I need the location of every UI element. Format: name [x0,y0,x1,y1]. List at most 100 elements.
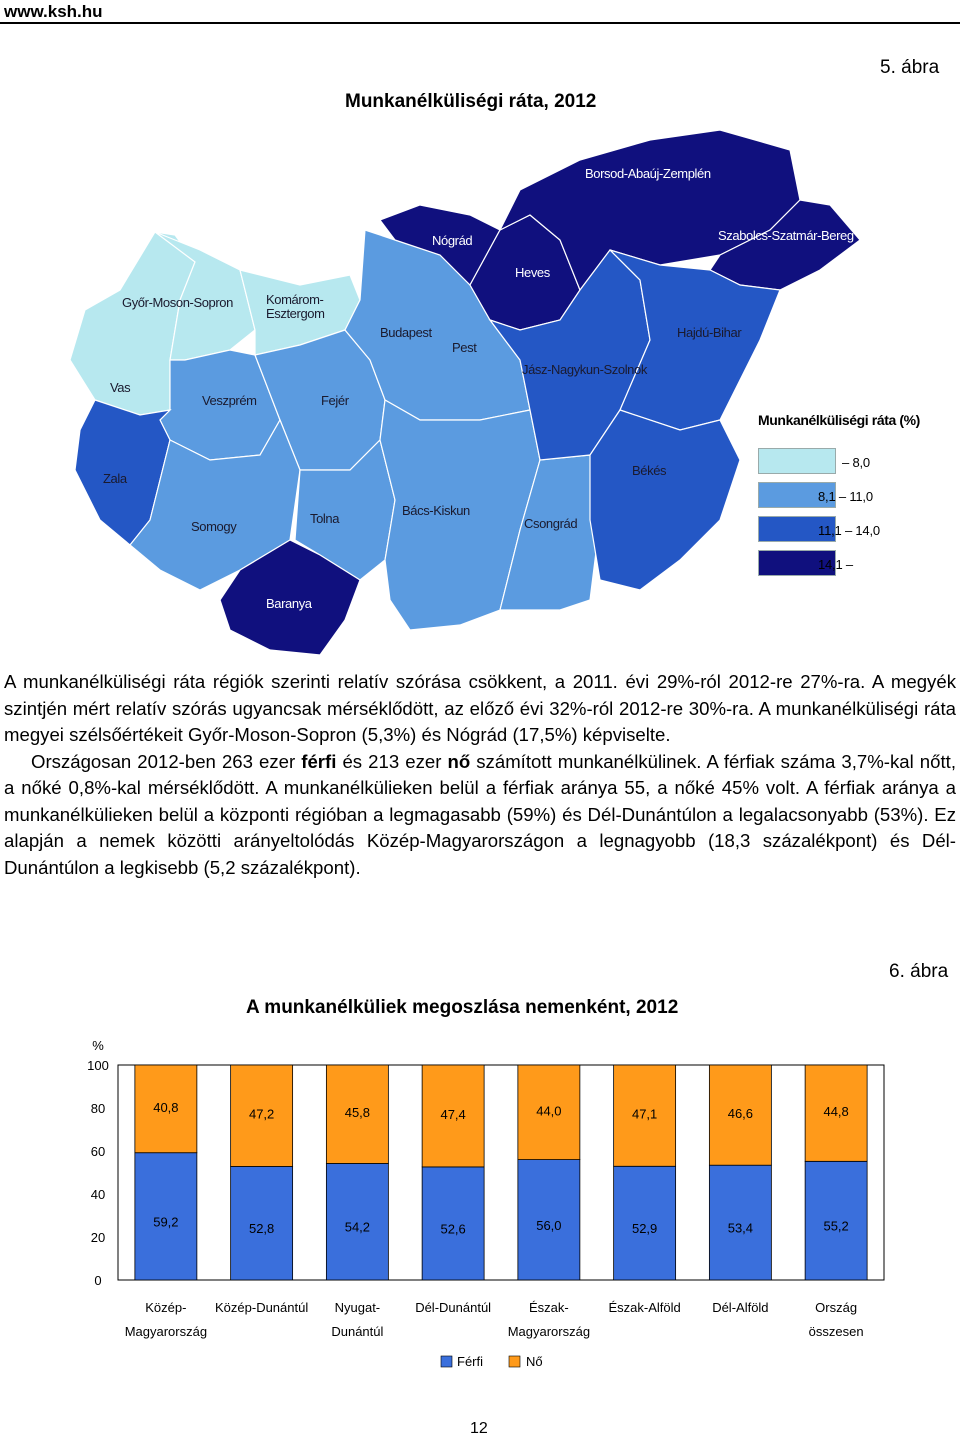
legend-swatch-4 [758,550,836,576]
y-tick-label: 80 [91,1101,105,1116]
bar-no [134,1064,198,1154]
legend-label-no: Nő [526,1354,543,1369]
p2-text-e: számított munkanélkülinek. A férfiak szá… [4,750,956,878]
category-label: Közép- [145,1300,186,1315]
label-bekes: Békés [632,463,667,478]
map-legend-title: Munkanélküliségi ráta (%) [758,412,920,428]
plot-frame [117,1064,885,1281]
data-label-ferfi: 55,2 [823,1219,848,1234]
label-csongrad: Csongrád [524,516,578,531]
bar-no [421,1064,485,1168]
figure-5-number: 5. ábra [880,57,940,78]
data-label-no: 45,8 [345,1105,370,1120]
category-label: Észak- [529,1300,569,1315]
label-bacs: Bács-Kiskun [402,503,470,518]
figure-6-title: A munkanélküliek megoszlása nemenként, 2… [246,997,679,1018]
data-label-ferfi: 56,0 [536,1218,561,1233]
p2-text-c: és 213 ezer [336,750,448,772]
label-veszprem: Veszprém [202,393,257,408]
hungary-county-map [69,129,861,656]
data-label-ferfi: 59,2 [153,1214,178,1229]
data-label-no: 46,6 [728,1106,753,1121]
label-komarom: Komárom-Esztergom [266,292,325,321]
bar-ferfi [230,1166,294,1281]
data-label-no: 47,4 [440,1107,465,1122]
data-label-ferfi: 52,6 [440,1221,465,1236]
y-axis-label: % [92,1038,104,1053]
bar-no [230,1064,294,1167]
data-label-no: 47,1 [632,1107,657,1122]
bar-ferfi [325,1163,389,1281]
page-number: 12 [470,1420,488,1437]
y-tick-label: 100 [87,1058,109,1073]
bar-no [804,1064,868,1162]
legend-swatch-no [508,1355,521,1368]
legend-swatch-2 [758,482,836,508]
category-label: Dél-Dunántúl [415,1300,491,1315]
data-label-ferfi: 52,9 [632,1221,657,1236]
county-hajdu [609,249,781,431]
label-hajdu: Hajdú-Bihar [677,325,742,340]
label-pest: Pest [452,340,477,355]
category-label-line2: Magyarország [125,1324,207,1339]
label-zala: Zala [103,471,127,486]
bar-no [708,1064,772,1166]
category-label: Dél-Alföld [712,1300,768,1315]
legend-label-3: 11,1 – 14,0 [818,523,880,538]
county-bacs [379,399,541,631]
y-tick-label: 60 [91,1144,105,1159]
legend-label-ferfi: Férfi [457,1354,483,1369]
bar-ferfi [517,1159,581,1281]
bar-no [517,1064,581,1160]
county-baranya [219,539,361,656]
header-rule [0,22,960,24]
site-url[interactable]: www.ksh.hu [4,2,103,21]
label-jasz: Jász-Nagykun-Szolnok [522,362,647,377]
bar-no [325,1064,389,1164]
bar-ferfi [134,1152,198,1281]
body-text: A munkanélküliségi ráta régiók szerinti … [4,669,956,881]
label-nograd: Nógrád [432,233,473,248]
data-label-no: 40,8 [153,1100,178,1115]
label-borsod: Borsod-Abaúj-Zemplén [585,166,711,181]
y-tick-label: 40 [91,1187,105,1202]
y-tick-label: 0 [94,1273,101,1288]
label-budapest: Budapest [380,325,432,340]
p2-bold-no: nő [447,750,471,772]
figure-5-title: Munkanélküliségi ráta, 2012 [345,91,597,112]
data-label-no: 44,8 [823,1104,848,1119]
legend-label-2: 8,1 – 11,0 [818,489,873,504]
paragraph-1: A munkanélküliségi ráta régiók szerinti … [4,671,956,745]
stacked-bar-chart: % 0 20 40 60 80 100 59,2 40,8 Közép- Magyarország 5… [87,1038,885,1369]
label-heves: Heves [515,265,550,280]
label-gyor: Győr-Moson-Sopron [122,295,233,310]
data-label-ferfi: 53,4 [728,1221,753,1236]
category-label: Észak-Alföld [609,1300,681,1315]
data-label-no: 47,2 [249,1107,274,1122]
bar-ferfi [613,1165,677,1281]
legend-swatch-3 [758,516,836,542]
data-label-no: 44,0 [536,1103,561,1118]
bar-no [613,1064,677,1167]
figure-6-number: 6. ábra [889,961,949,982]
y-tick-label: 20 [91,1230,105,1245]
data-label-ferfi: 54,2 [345,1220,370,1235]
label-baranya: Baranya [266,596,312,611]
label-fejer: Fejér [321,393,349,408]
legend-swatch-ferfi [440,1355,453,1368]
label-tolna: Tolna [310,511,340,526]
data-label-ferfi: 52,8 [249,1221,274,1236]
category-label-line2: Dunántúl [331,1324,383,1339]
legend-swatch-1 [758,448,836,474]
county-bekes [589,409,741,591]
label-somogy: Somogy [191,519,237,534]
label-szabolcs: Szabolcs-Szatmár-Bereg [718,228,854,243]
legend-label-1: – 8,0 [842,455,870,470]
category-label-line2: Magyarország [508,1324,590,1339]
paragraph-2: Országosan 2012-ben 263 ezer férfi és 21… [4,749,956,882]
category-label-line2: összesen [809,1324,864,1339]
category-label: Közép-Dunántúl [215,1300,308,1315]
category-label: Nyugat- [335,1300,381,1315]
p2-bold-ferfi: férfi [301,750,337,772]
category-label: Ország [815,1300,857,1315]
